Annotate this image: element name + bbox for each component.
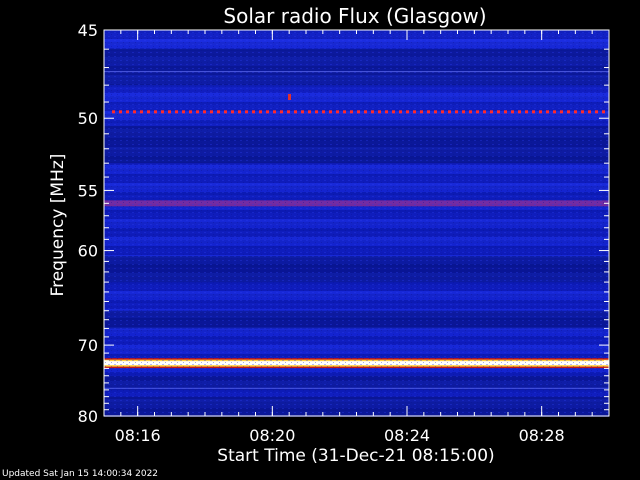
interference-dot [196, 110, 199, 114]
interference-dot [504, 110, 507, 114]
interference-dot [119, 110, 122, 114]
interference-dot [420, 110, 423, 114]
interference-dot [203, 110, 206, 114]
interference-dot [238, 110, 241, 114]
interference-dot [497, 110, 500, 114]
interference-dot [406, 110, 409, 114]
plot-texture [104, 30, 609, 416]
interference-dot [462, 110, 465, 114]
x-axis: 08:16 08:20 08:24 08:28 [103, 30, 610, 445]
y-axis: 45 50 55 60 70 80 [78, 21, 609, 426]
x-tick-label: 08:20 [249, 426, 295, 445]
interference-dot [574, 110, 577, 114]
interference-dot [357, 110, 360, 114]
interference-dot [434, 110, 437, 114]
interference-dot [168, 110, 171, 114]
y-tick-label: 70 [78, 336, 98, 355]
interference-dot [602, 110, 605, 114]
interference-dot [595, 110, 598, 114]
interference-dot [560, 110, 563, 114]
interference-dot [301, 110, 304, 114]
y-axis-label: Frequency [MHz] [48, 154, 68, 297]
x-tick-label: 08:24 [384, 426, 430, 445]
chart-title: Solar radio Flux (Glasgow) [223, 4, 486, 28]
interference-dot [231, 110, 234, 114]
interference-dot [448, 110, 451, 114]
interference-dot [371, 110, 374, 114]
interference-dot [329, 110, 332, 114]
x-tick-label: 08:16 [115, 426, 161, 445]
interference-dot [147, 110, 150, 114]
interference-dot [217, 110, 220, 114]
interference-dot [518, 110, 521, 114]
interference-dot [336, 110, 339, 114]
interference-dot [483, 110, 486, 114]
interference-dot [343, 110, 346, 114]
interference-dot [511, 110, 514, 114]
interference-dot [161, 110, 164, 114]
interference-dot [539, 110, 542, 114]
interference-dot [581, 110, 584, 114]
interference-dot [532, 110, 535, 114]
interference-dot [126, 110, 129, 114]
x-axis-label: Start Time (31-Dec-21 08:15:00) [217, 446, 494, 466]
interference-dot [259, 110, 262, 114]
interference-dot [252, 110, 255, 114]
interference-dot [294, 110, 297, 114]
interference-dot [364, 110, 367, 114]
interference-dot [427, 110, 430, 114]
interference-dot [154, 110, 157, 114]
y-tick-label: 50 [78, 109, 98, 128]
interference-dot [476, 110, 479, 114]
interference-dot [490, 110, 493, 114]
interference-dot [385, 110, 388, 114]
interference-dot [133, 110, 136, 114]
interference-dot [315, 110, 318, 114]
y-tick-label: 80 [78, 407, 98, 426]
y-tick-label: 45 [78, 21, 98, 40]
x-tick-label: 08:28 [519, 426, 565, 445]
interference-dot [546, 110, 549, 114]
interference-dot [308, 110, 311, 114]
y-tick-label: 55 [78, 181, 98, 200]
interference-dot [112, 110, 115, 114]
interference-dot [588, 110, 591, 114]
interference-dot [553, 110, 556, 114]
interference-dot [280, 110, 283, 114]
interference-dot [455, 110, 458, 114]
interference-dot [322, 110, 325, 114]
interference-dot [224, 110, 227, 114]
interference-dot [567, 110, 570, 114]
interference-dot [175, 110, 178, 114]
interference-dot [273, 110, 276, 114]
y-tick-label: 60 [78, 242, 98, 261]
interference-dot [266, 110, 269, 114]
burst-mark [288, 94, 291, 100]
interference-dot [182, 110, 185, 114]
interference-dot [392, 110, 395, 114]
interference-dot [245, 110, 248, 114]
spectrogram [104, 30, 609, 417]
interference-dot [210, 110, 213, 114]
interference-dot [378, 110, 381, 114]
interference-dot [350, 110, 353, 114]
interference-dot [287, 110, 290, 114]
interference-dot [469, 110, 472, 114]
interference-dot [140, 110, 143, 114]
interference-dots [112, 110, 605, 114]
updated-timestamp: Updated Sat Jan 15 14:00:34 2022 [2, 469, 159, 479]
interference-dot [525, 110, 528, 114]
interference-dot [441, 110, 444, 114]
interference-dot [413, 110, 416, 114]
interference-dot [399, 110, 402, 114]
interference-dot [189, 110, 192, 114]
